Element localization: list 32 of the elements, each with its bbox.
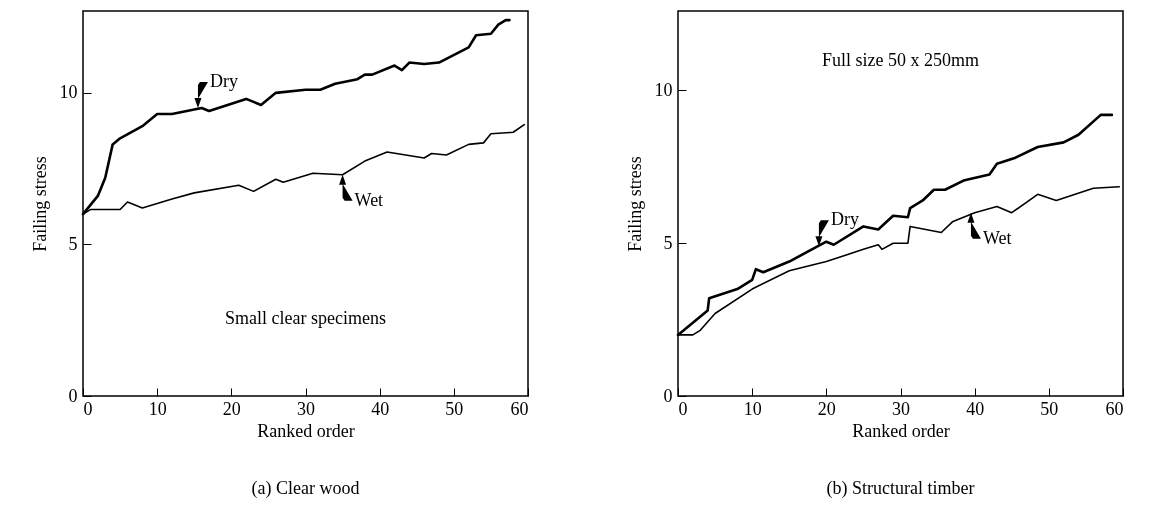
y-tick-label: 0 [663, 385, 673, 406]
x-axis-title: Ranked order [257, 420, 355, 441]
y-axis-title: Failing stress [29, 156, 50, 252]
x-tick-label: 10 [148, 398, 167, 419]
x-axis-title: Ranked order [852, 420, 950, 441]
text: (b) Structural timber [826, 478, 975, 499]
x-tick-label: 10 [743, 398, 762, 419]
annotation: Wet [354, 189, 384, 210]
annotation: Dry [209, 71, 238, 92]
x-tick-label: 30 [297, 398, 315, 419]
x-tick-label: 0 [678, 398, 688, 419]
text: (a) Clear wood [251, 478, 360, 499]
x-tick-label: 50 [1040, 398, 1059, 419]
x-tick-label: 30 [892, 398, 910, 419]
x-tick-label: 40 [966, 398, 985, 419]
y-tick-label: 5 [663, 232, 673, 253]
annotation: Small clear specimens [225, 308, 386, 328]
annotation: Wet [982, 227, 1012, 248]
y-tick-label: 10 [59, 82, 78, 103]
x-tick-label: 20 [817, 398, 836, 419]
x-tick-label: 40 [371, 398, 390, 419]
y-tick-label: 10 [654, 79, 673, 100]
x-tick-label: 20 [222, 398, 241, 419]
x-tick-label: 0 [83, 398, 93, 419]
annotation: Full size 50 x 250mm [822, 50, 979, 71]
y-axis-title: Failing stress [624, 156, 645, 252]
y-tick-label: 0 [68, 385, 78, 406]
x-tick-label: 60 [510, 398, 529, 419]
x-tick-label: 60 [1105, 398, 1124, 419]
y-tick-label: 5 [68, 233, 78, 254]
annotation: Dry [830, 209, 859, 230]
x-tick-label: 50 [445, 398, 464, 419]
